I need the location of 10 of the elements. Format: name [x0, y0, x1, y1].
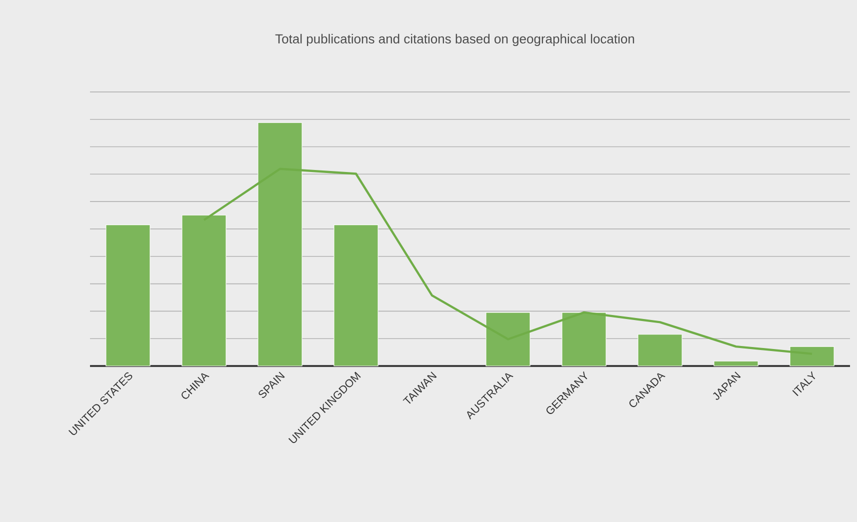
bar — [334, 224, 378, 366]
bar — [182, 214, 226, 366]
bar — [638, 334, 682, 366]
chart-title: Total publications and citations based on geographical location — [275, 34, 634, 46]
bar — [562, 312, 606, 366]
bar — [486, 312, 530, 366]
bar — [790, 346, 834, 366]
bar — [106, 224, 150, 366]
bar — [714, 360, 758, 366]
bar — [258, 122, 302, 366]
